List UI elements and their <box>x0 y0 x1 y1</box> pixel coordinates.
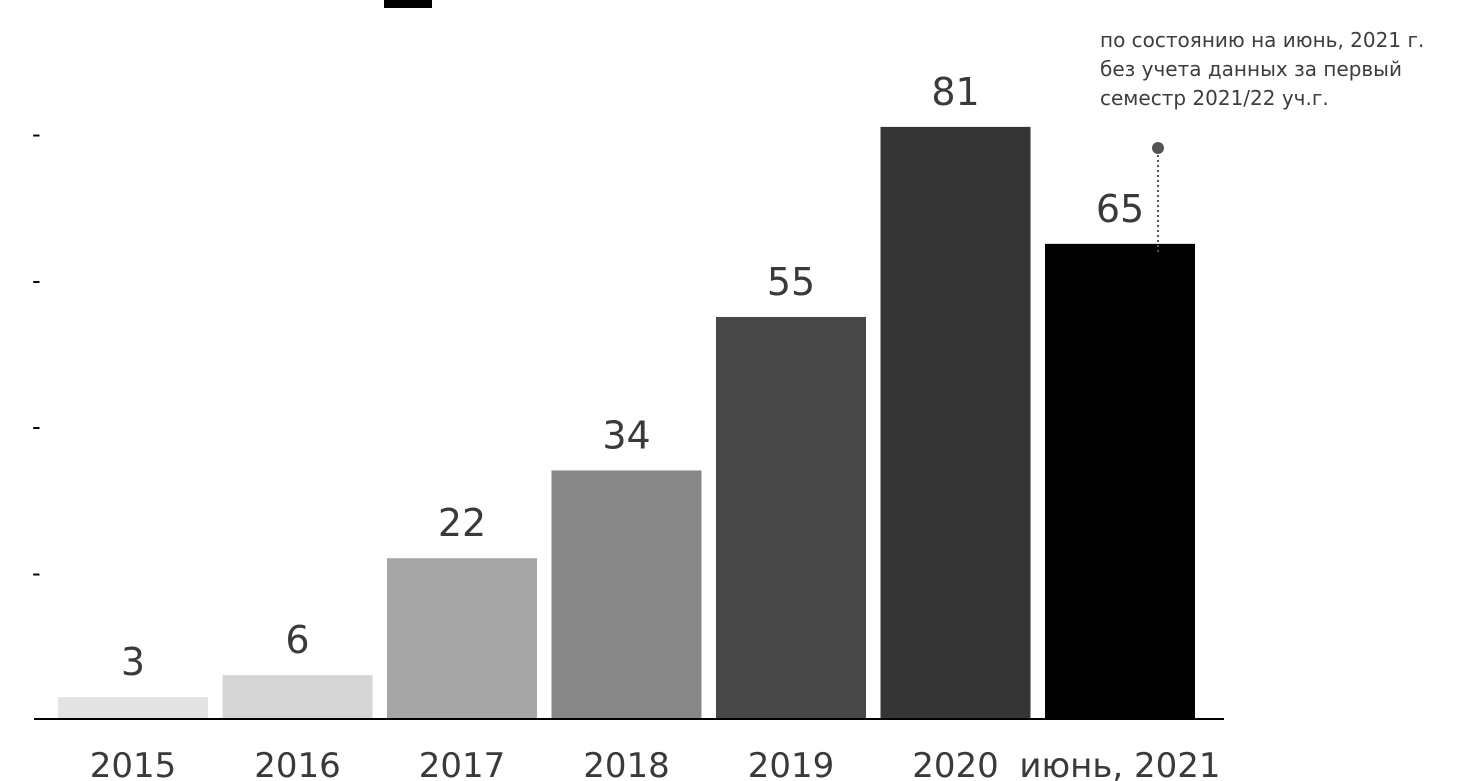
bar <box>1045 243 1195 719</box>
y-tick-label: - <box>32 266 41 294</box>
cropped-heading-fragment <box>384 0 432 8</box>
bar-value-label: 3 <box>121 640 145 684</box>
y-tick-label: - <box>32 120 41 148</box>
annotation-text: по состоянию на июнь, 2021 г. <box>1100 28 1424 52</box>
bar-value-label: 34 <box>602 413 650 457</box>
bar <box>58 697 208 719</box>
annotation-text: семестр 2021/22 уч.г. <box>1100 86 1329 110</box>
annotation-text: без учета данных за первый <box>1100 57 1402 81</box>
category-label: июнь, 2021 <box>1019 746 1220 781</box>
bar-value-label: 6 <box>285 618 309 662</box>
y-tick-label: - <box>32 559 41 587</box>
bar-value-label: 55 <box>767 260 815 304</box>
category-label: 2016 <box>254 746 341 781</box>
bar <box>222 675 373 719</box>
bar <box>387 558 537 719</box>
category-label: 2019 <box>748 746 835 781</box>
category-label: 2015 <box>90 746 177 781</box>
bar-value-label: 65 <box>1096 187 1144 231</box>
y-tick-label: - <box>32 413 41 441</box>
bar <box>716 316 866 719</box>
bar-value-label: 81 <box>931 70 979 114</box>
bar <box>880 126 1031 719</box>
category-label: 2020 <box>912 746 999 781</box>
bar <box>551 470 702 719</box>
category-label: 2018 <box>583 746 670 781</box>
annotation-dot <box>1152 142 1164 154</box>
category-label: 2017 <box>419 746 506 781</box>
bar-value-label: 22 <box>438 501 486 545</box>
